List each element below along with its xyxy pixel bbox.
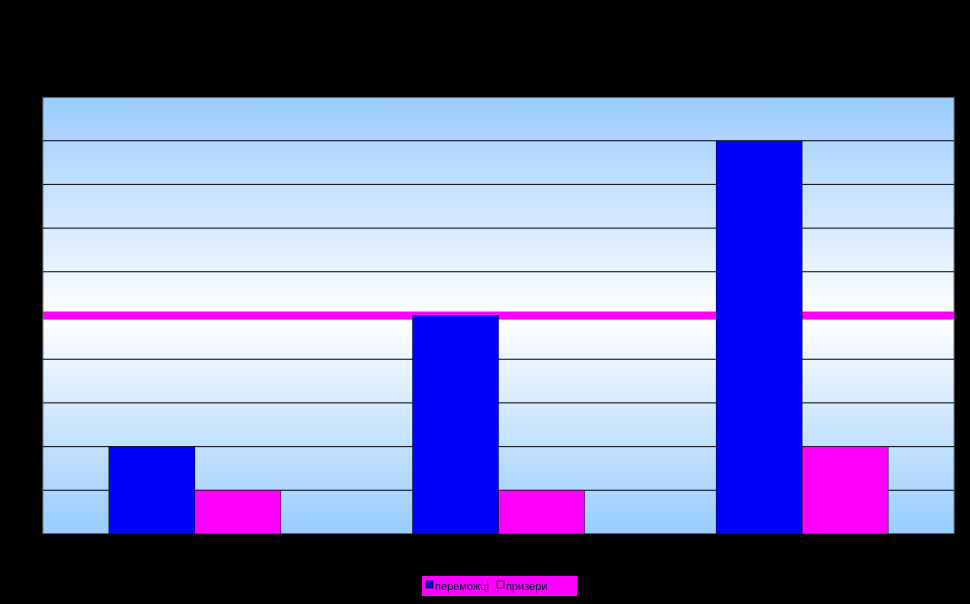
legend-swatch — [496, 580, 505, 589]
bar — [108, 446, 196, 535]
bar — [194, 490, 282, 535]
bar — [412, 315, 499, 535]
bar — [498, 490, 585, 535]
legend-label: переможці — [435, 581, 489, 593]
legend-swatch — [425, 580, 434, 589]
bar — [801, 446, 889, 535]
legend-label: призери — [506, 581, 548, 593]
bar — [715, 140, 803, 535]
